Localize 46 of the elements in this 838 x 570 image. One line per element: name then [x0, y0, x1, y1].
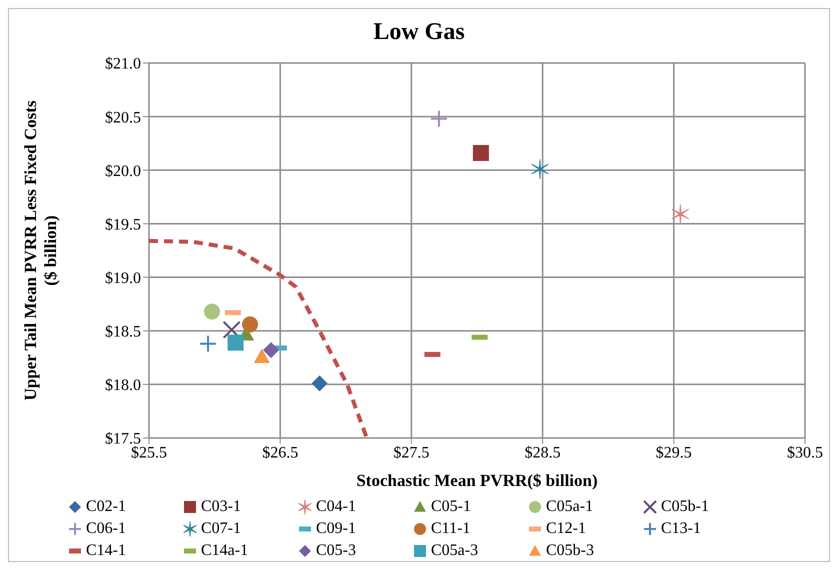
- point: [228, 334, 244, 351]
- point: [312, 375, 328, 392]
- legend-label: C13-1: [661, 520, 701, 538]
- legend-label: C05b-3: [546, 542, 594, 560]
- x-tick-label: $30.5: [787, 444, 823, 462]
- x-axis-title: Stochastic Mean PVRR($ billion): [356, 471, 598, 490]
- point: [204, 304, 220, 320]
- point: [242, 316, 258, 332]
- x-tick-label: $29.5: [656, 444, 692, 462]
- legend-label: C05a-3: [431, 542, 478, 560]
- legend-label: C05-1: [431, 498, 471, 516]
- legend-label: C05b-1: [661, 498, 709, 516]
- legend-label: C14-1: [86, 542, 126, 560]
- legend-label: C14a-1: [201, 542, 248, 560]
- y-tick-label: $19.0: [105, 270, 141, 287]
- x-tick-label: $27.5: [393, 444, 430, 462]
- y-axis-title: Upper Tail Mean PVRR Less Fixed Costs ($ billion): [21, 100, 60, 401]
- y-tick-label: $18.0: [105, 377, 141, 394]
- legend-label: C11-1: [431, 520, 470, 538]
- legend-label: C02-1: [86, 498, 126, 516]
- point: [199, 334, 218, 353]
- y-tick-label: $20.5: [105, 109, 141, 126]
- y-tick-label: $20.0: [105, 162, 141, 180]
- x-tick-label: $25.5: [131, 444, 167, 462]
- x-tick-label: $28.5: [524, 444, 561, 462]
- y-tick-label: $21.0: [105, 56, 141, 73]
- legend-label: C09-1: [316, 520, 356, 538]
- line-series: [149, 238, 369, 438]
- x-tick-label: $26.5: [262, 444, 298, 462]
- point: [472, 145, 489, 161]
- y-tick-label: $19.5: [105, 216, 141, 234]
- legend-label: C04-1: [316, 498, 356, 516]
- point: [254, 348, 270, 363]
- point: [531, 159, 549, 180]
- chart-title: Low Gas: [372, 18, 466, 47]
- point: [672, 204, 690, 224]
- legend-label: C05a-1: [546, 498, 594, 516]
- point: [222, 320, 241, 339]
- point: [430, 110, 448, 128]
- legend-label: C06-1: [86, 520, 126, 538]
- legend-label: C05-3: [316, 542, 356, 560]
- legend-label: C07-1: [201, 520, 241, 538]
- legend-label: C03-1: [201, 498, 241, 516]
- legend-label: C12-1: [546, 520, 586, 538]
- point: [263, 342, 280, 358]
- y-tick-label: $18.5: [105, 324, 141, 341]
